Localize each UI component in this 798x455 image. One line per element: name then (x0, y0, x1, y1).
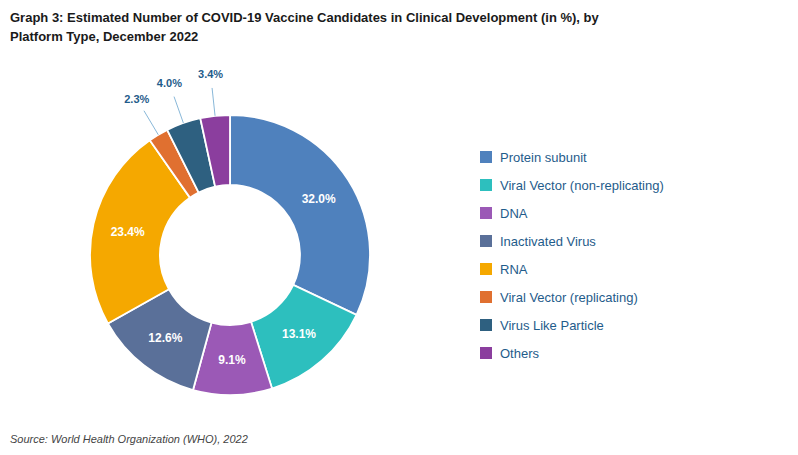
slice (200, 115, 230, 187)
label-leader (212, 88, 215, 116)
label-leader (174, 97, 183, 123)
source-note: Source: World Health Organization (WHO),… (10, 433, 248, 445)
legend-label: Others (500, 346, 540, 361)
legend-label: Viral Vector (replicating) (500, 290, 638, 305)
legend-label: Protein subunit (500, 150, 587, 165)
legend-label: DNA (500, 206, 528, 221)
data-label: 3.4% (198, 68, 223, 80)
data-label: 12.6% (148, 331, 182, 345)
legend-swatch (480, 179, 492, 191)
data-label: 32.0% (302, 192, 336, 206)
label-leader (144, 111, 158, 135)
chart: Graph 3: Estimated Number of COVID-19 Va… (0, 0, 798, 455)
legend-swatch (480, 207, 492, 219)
legend-label: Virus Like Particle (500, 318, 604, 333)
slice (230, 115, 370, 315)
data-label: 2.3% (124, 93, 149, 105)
data-label: 4.0% (157, 77, 182, 89)
data-label: 13.1% (282, 327, 316, 341)
title: Platform Type, December 2022 (10, 29, 198, 44)
donut (90, 115, 370, 395)
data-label: 9.1% (218, 353, 246, 367)
legend-swatch (480, 319, 492, 331)
legend-label: RNA (500, 262, 528, 277)
legend-swatch (480, 235, 492, 247)
data-label: 23.4% (111, 225, 145, 239)
legend-swatch (480, 263, 492, 275)
data-labels: 32.0% 13.1% 9.1% 12.6% 23.4% 2.3% 4.0% 3.4% (111, 68, 336, 367)
legend-swatch (480, 151, 492, 163)
legend: Protein subunit Viral Vector (non-replica… (480, 150, 664, 361)
title: Graph 3: Estimated Number of COVID-19 Va… (10, 10, 600, 25)
legend-swatch (480, 347, 492, 359)
legend-label: Inactivated Virus (500, 234, 596, 249)
legend-label: Viral Vector (non-replicating) (500, 178, 664, 193)
legend-swatch (480, 291, 492, 303)
